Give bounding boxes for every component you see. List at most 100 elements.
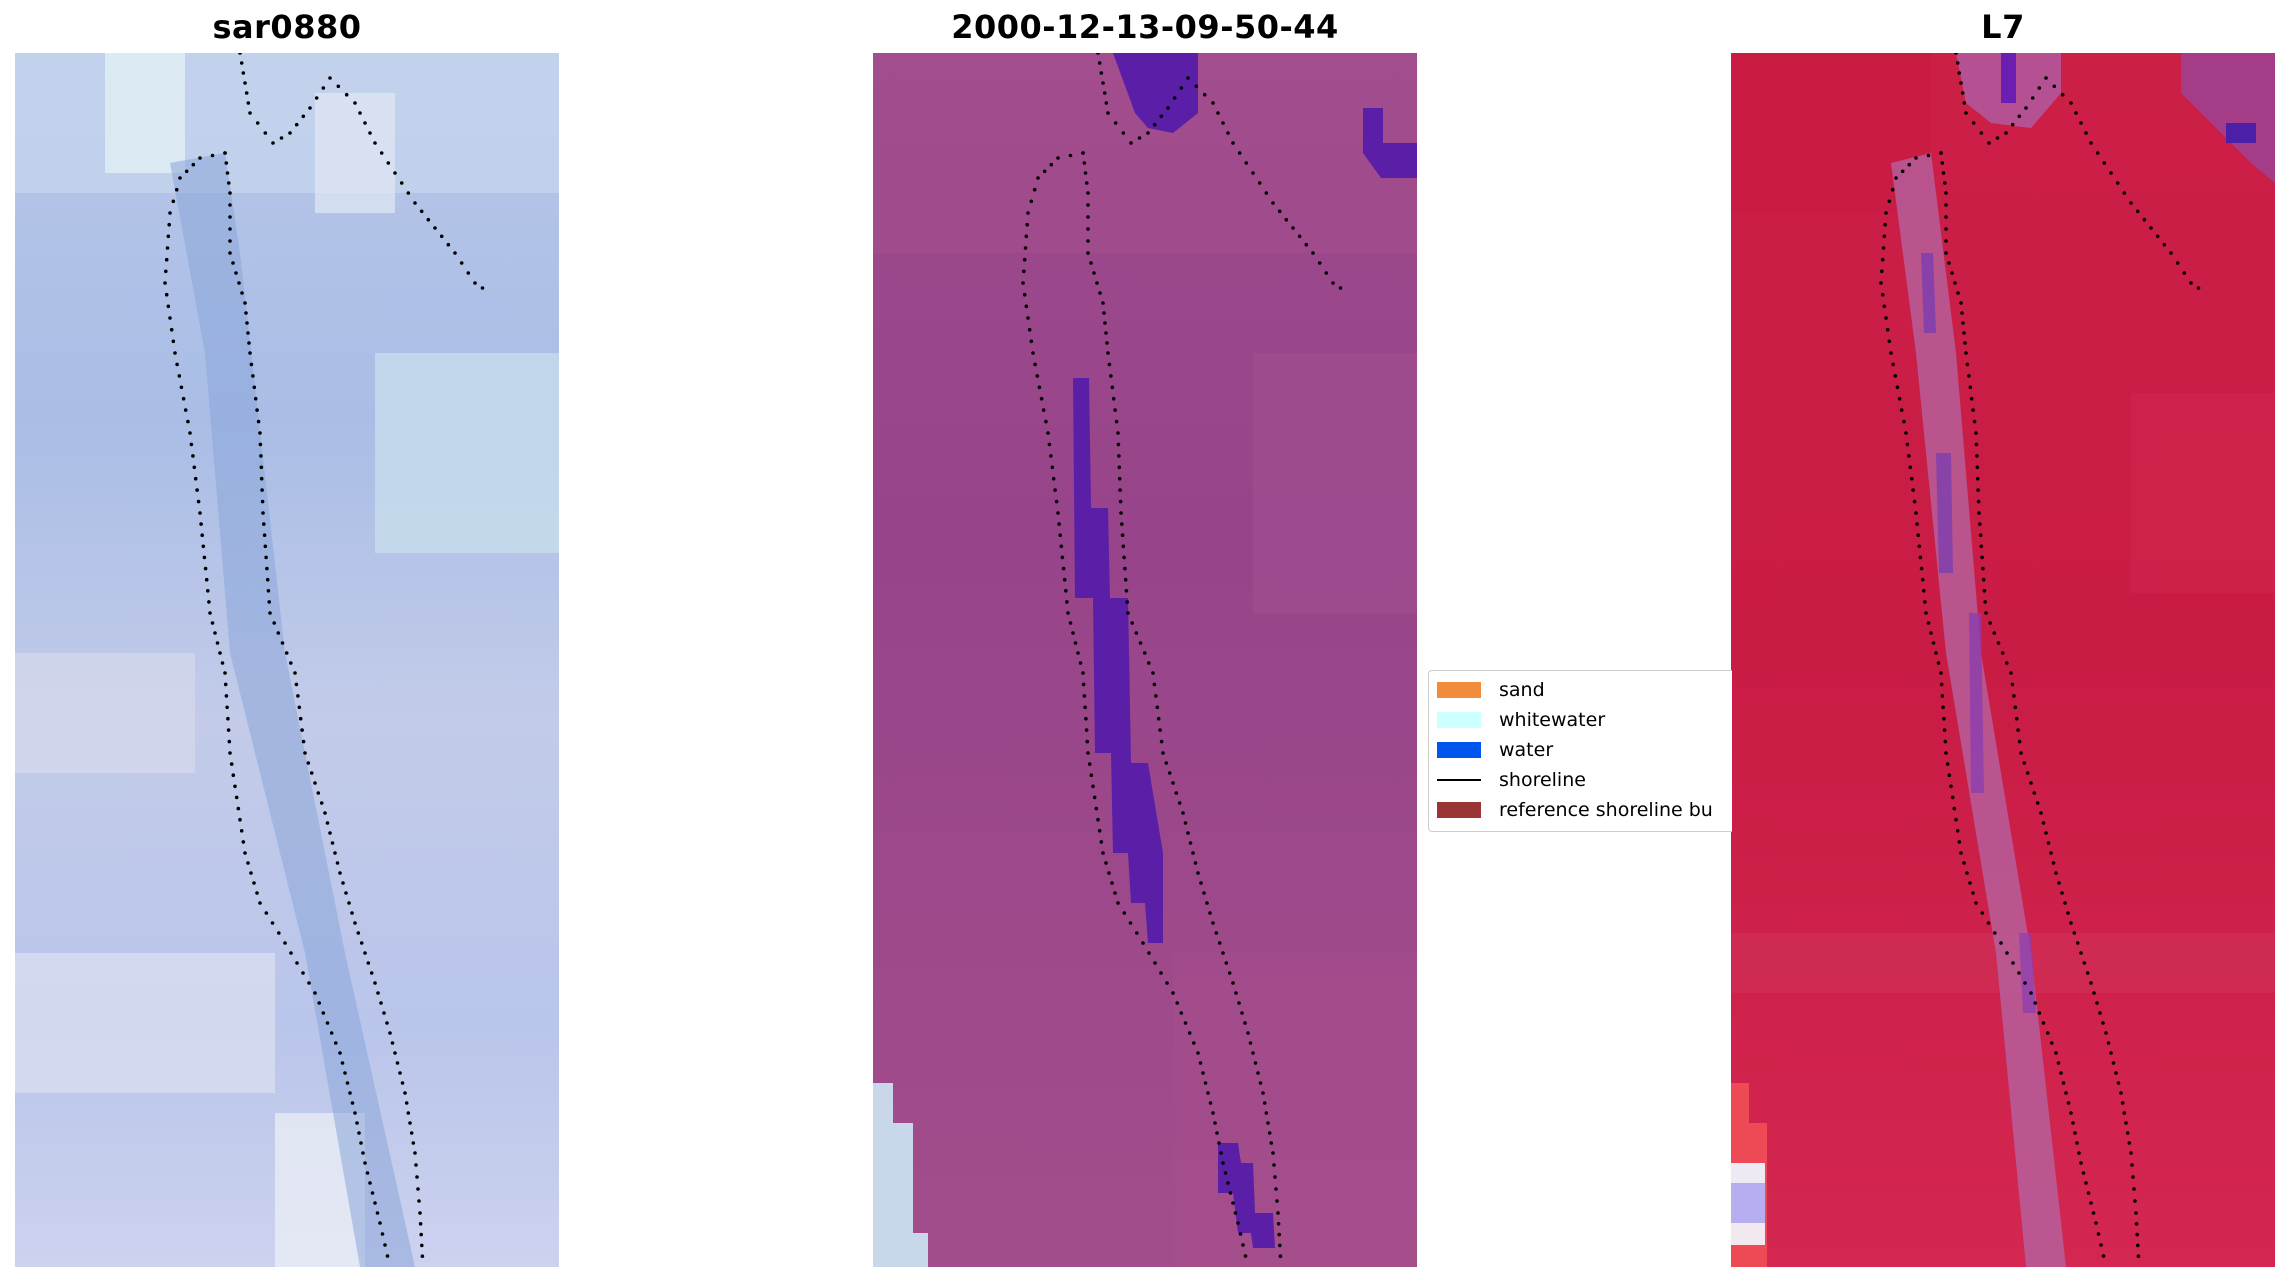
- shoreline-dot: [1039, 396, 1044, 401]
- sand-swatch: [1437, 682, 1481, 698]
- shoreline-dot: [1094, 806, 1099, 811]
- shoreline-dot: [1275, 1199, 1279, 1203]
- shoreline-dot: [1262, 1101, 1267, 1105]
- shoreline-dot: [1122, 555, 1126, 560]
- shoreline-dot: [1962, 331, 1966, 335]
- shoreline-dot: [1142, 651, 1147, 655]
- shoreline-dot: [2041, 1021, 2046, 1025]
- shoreline-dot: [376, 991, 380, 995]
- shoreline-dot: [1060, 555, 1065, 560]
- shoreline-dot: [1172, 96, 1177, 100]
- shoreline-dot: [1117, 465, 1122, 470]
- shoreline-dot: [188, 431, 192, 435]
- shoreline-dot: [1914, 511, 1918, 515]
- shoreline-dot: [1029, 339, 1034, 344]
- shoreline-dot: [1054, 499, 1059, 504]
- shoreline-dot: [272, 621, 277, 625]
- shoreline-dot: [243, 301, 247, 305]
- shoreline-dot: [166, 304, 171, 309]
- shoreline-dot: [1982, 589, 1987, 593]
- shoreline-dot: [203, 566, 208, 571]
- shoreline-dot: [411, 1141, 416, 1145]
- shoreline-dot: [2122, 1111, 2127, 1115]
- shoreline-dot: [1971, 408, 1975, 412]
- shoreline-dot: [1926, 153, 1931, 158]
- shoreline-dot: [1911, 488, 1915, 492]
- shoreline-dot: [2122, 191, 2127, 195]
- shoreline-dot: [173, 351, 177, 355]
- shoreline-dot: [246, 331, 250, 335]
- shoreline-dot: [178, 176, 182, 180]
- shoreline-dot: [1122, 911, 1127, 915]
- shoreline-dot: [2135, 209, 2140, 214]
- shoreline-dot: [1954, 817, 1958, 822]
- shoreline-dot: [1084, 728, 1089, 732]
- shoreline-dot: [1887, 339, 1892, 344]
- shoreline-dot: [1273, 1175, 1277, 1179]
- shoreline-dot: [2060, 92, 2065, 97]
- shoreline-dot: [1049, 162, 1054, 167]
- shoreline-dot: [1102, 311, 1106, 315]
- shoreline-dot: [380, 1232, 385, 1236]
- shoreline-dot: [293, 671, 297, 675]
- shoreline-dot: [2162, 242, 2167, 247]
- shoreline-dot: [400, 1081, 405, 1085]
- shoreline-dot: [1256, 1071, 1260, 1075]
- shoreline-dot: [1228, 1191, 1233, 1195]
- shoreline-dot: [1188, 841, 1193, 845]
- shoreline-dot: [1208, 911, 1212, 915]
- shoreline-dot: [265, 577, 270, 582]
- shoreline-dot: [426, 217, 431, 222]
- shoreline-dot: [261, 511, 265, 515]
- shoreline-dot: [2079, 121, 2083, 125]
- shoreline-dot: [2182, 271, 2187, 275]
- panel-title: sar0880: [212, 8, 362, 46]
- shoreline-dot: [2079, 1161, 2083, 1165]
- shoreline-dot: [255, 408, 259, 412]
- shoreline-dot: [2017, 114, 2022, 119]
- shoreline-dot: [1907, 454, 1911, 458]
- shoreline-dot: [383, 1243, 387, 1247]
- legend-label: shoreline: [1499, 769, 1586, 791]
- shoreline-dot: [181, 396, 186, 401]
- shoreline-dot: [2134, 1222, 2139, 1226]
- shoreline-dot: [2069, 921, 2073, 925]
- shoreline-dot: [1962, 101, 1967, 105]
- shoreline-dot: [1945, 762, 1950, 766]
- shoreline-dot: [2155, 234, 2160, 239]
- shoreline-dot: [2069, 101, 2073, 105]
- shoreline-dot: [446, 242, 451, 247]
- shoreline-dot: [1177, 801, 1182, 805]
- shoreline-dot: [1963, 341, 1967, 345]
- shoreline-dot: [368, 131, 372, 135]
- shoreline-dot: [1099, 840, 1104, 844]
- shoreline-dot: [265, 566, 269, 571]
- shoreline-dot: [1962, 861, 1966, 865]
- shoreline-dot: [2057, 881, 2061, 885]
- shoreline-dot: [1059, 544, 1064, 549]
- shoreline-dot: [2019, 751, 2023, 755]
- shoreline-dot: [319, 801, 324, 805]
- shoreline-dot: [2109, 171, 2113, 175]
- shoreline-dot: [2017, 971, 2021, 975]
- shoreline-dots: [1879, 53, 2201, 1258]
- shoreline-dot: [1113, 891, 1117, 895]
- shoreline-dot: [225, 171, 230, 175]
- shoreline-dot: [1324, 271, 1329, 275]
- shoreline-dot: [303, 751, 307, 755]
- shoreline-dot: [2073, 1131, 2077, 1135]
- shoreline-dot: [1078, 661, 1083, 665]
- shoreline-dot: [1923, 600, 1927, 604]
- shoreline-dot: [186, 419, 190, 424]
- shoreline-dot: [2127, 1141, 2132, 1145]
- shoreline-dot: [1258, 1081, 1263, 1085]
- shoreline-dot: [1164, 761, 1169, 765]
- shoreline-dot: [334, 1041, 338, 1045]
- shoreline-dot: [350, 1101, 355, 1105]
- shoreline-dot: [2051, 861, 2056, 865]
- shoreline-dot: [373, 981, 377, 985]
- shoreline-dot: [1092, 795, 1097, 800]
- shoreline-dot: [201, 544, 206, 549]
- shoreline-dot: [1264, 1111, 1269, 1115]
- shoreline-dot: [1909, 476, 1914, 481]
